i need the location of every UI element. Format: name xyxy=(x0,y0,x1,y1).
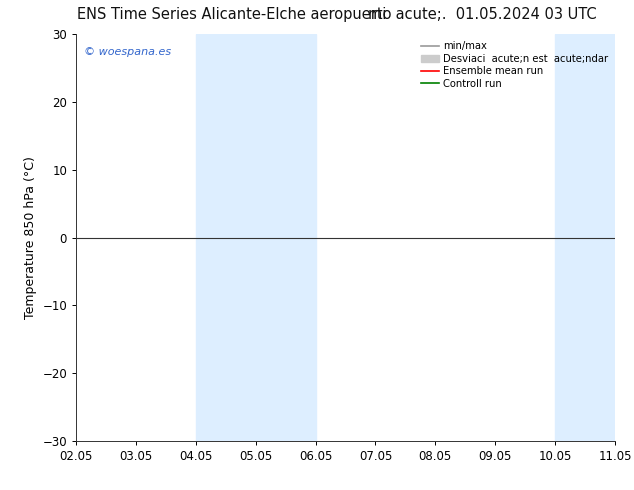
Text: ENS Time Series Alicante-Elche aeropuerto: ENS Time Series Alicante-Elche aeropuert… xyxy=(77,7,392,23)
Legend: min/max, Desviaci  acute;n est  acute;ndar, Ensemble mean run, Controll run: min/max, Desviaci acute;n est acute;ndar… xyxy=(417,37,612,93)
Text: © woespana.es: © woespana.es xyxy=(84,47,171,56)
Bar xyxy=(196,34,316,441)
Text: mi  acute;.  01.05.2024 03 UTC: mi acute;. 01.05.2024 03 UTC xyxy=(368,7,596,23)
Y-axis label: Temperature 850 hPa (°C): Temperature 850 hPa (°C) xyxy=(23,156,37,319)
Bar xyxy=(555,34,634,441)
